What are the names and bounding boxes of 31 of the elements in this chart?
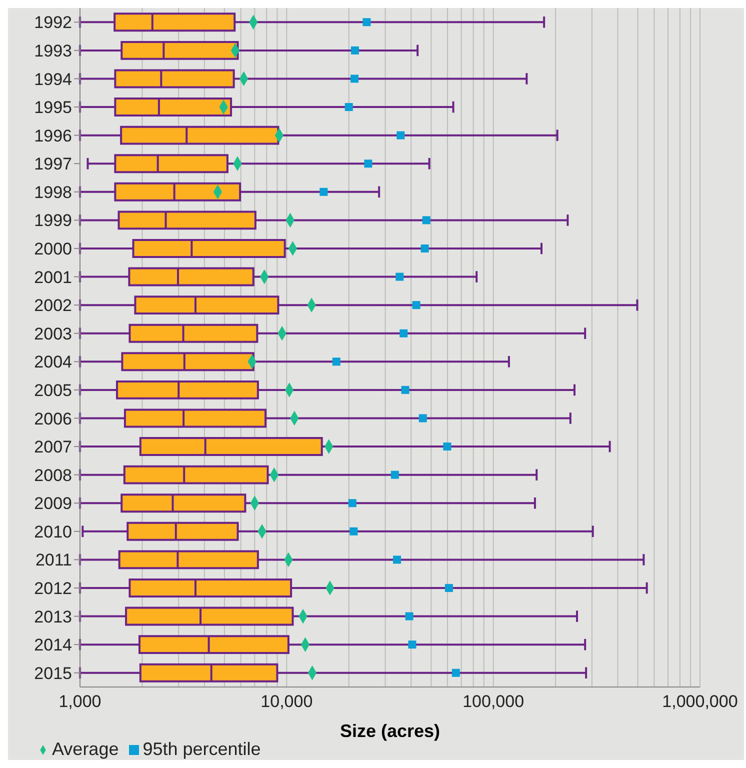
- y-tick-label: 2007: [34, 438, 72, 457]
- x-tick-label: 1,000: [58, 692, 102, 712]
- y-tick-label: 2003: [34, 324, 72, 344]
- y-tick-label: 2013: [34, 607, 72, 626]
- y-tick-label: 1996: [34, 126, 72, 146]
- y-tick-label: 2009: [34, 494, 72, 514]
- legend-label: 95th percentile: [142, 739, 261, 759]
- y-tick-label: 1993: [34, 41, 72, 60]
- y-tick-label: 1994: [34, 70, 72, 89]
- y-tick-label: 2008: [34, 466, 72, 485]
- y-tick-label: 2004: [34, 352, 72, 372]
- y-tick-label: 2006: [34, 409, 72, 428]
- y-tick-label: 2005: [34, 380, 72, 400]
- y-tick-label: 1999: [34, 211, 72, 230]
- y-tick-label: 2010: [34, 522, 72, 542]
- y-tick-label: 2000: [34, 240, 72, 259]
- y-tick-label: 1995: [34, 98, 72, 118]
- x-axis-title: Size (acres): [340, 721, 440, 741]
- y-tick-label: 1998: [34, 182, 72, 202]
- y-tick-label: 2002: [34, 296, 72, 316]
- y-tick-label: 1992: [34, 13, 72, 32]
- x-tick-label: 10,000: [260, 692, 313, 712]
- y-tick-label: 2001: [34, 268, 72, 287]
- y-tick-label: 2014: [34, 636, 72, 655]
- x-tick-label: 100,000: [462, 692, 524, 712]
- legend-label: Average: [52, 739, 119, 759]
- x-tick-label: 1,000,000: [662, 692, 738, 712]
- y-tick-label: 2011: [35, 550, 72, 570]
- y-tick-label: 2012: [34, 579, 72, 598]
- y-tick-label: 2015: [34, 664, 72, 683]
- y-tick-label: 1997: [34, 154, 72, 174]
